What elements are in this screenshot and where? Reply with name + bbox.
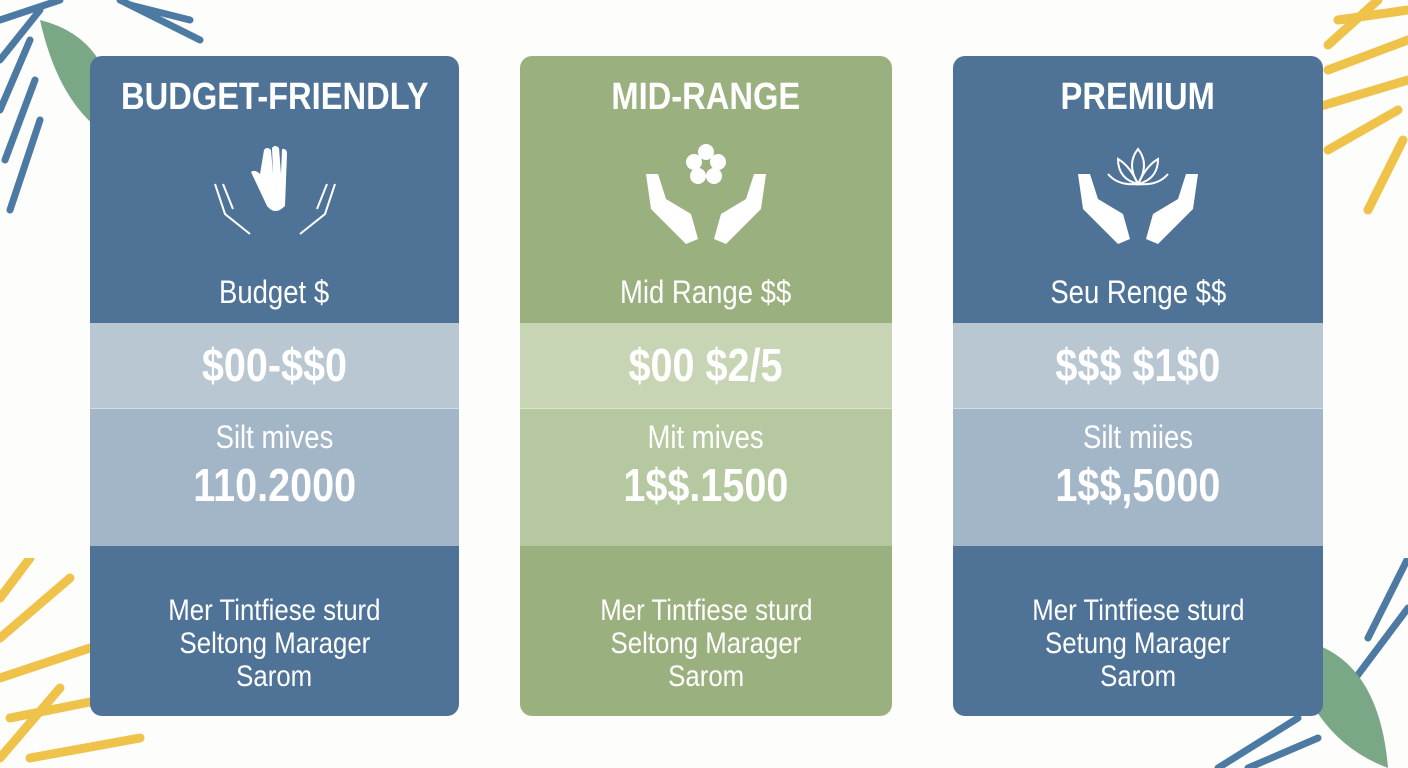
card-subtitle: Seu Renge $$ — [1050, 274, 1226, 310]
price-band: $00 $2/5 — [520, 323, 892, 408]
price-band: $00-$$0 — [90, 323, 459, 408]
card-description: Mer Tintfiese sturd Seltong Marager Saro… — [168, 594, 381, 693]
info-band: Silt miies 1$$,5000 — [953, 408, 1323, 546]
info-band: Mit mives 1$$.1500 — [520, 408, 892, 546]
card-title: PREMIUM — [1060, 76, 1216, 118]
pricing-card-mid-range: MID-RANGE Mid Range $$ $00 $2/5 Mit mive… — [520, 56, 892, 716]
open-hand-icon — [213, 146, 336, 235]
card-title: MID-RANGE — [611, 76, 801, 118]
flower-hands-icon — [646, 144, 766, 244]
leaf-decoration-top-right — [1303, 0, 1408, 215]
pricing-card-premium: PREMIUM Seu Renge $$ $$$ $1$0 Silt miies… — [953, 56, 1323, 716]
leaf-decoration-bottom-left — [0, 558, 145, 763]
card-title: BUDGET-FRIENDLY — [120, 76, 429, 118]
card-description: Mer Tintfiese sturd Seltong Marager Saro… — [599, 594, 813, 693]
lotus-hands-icon — [1078, 147, 1198, 244]
price-band: $$$ $1$0 — [953, 323, 1323, 408]
card-subtitle: Mid Range $$ — [620, 274, 792, 310]
info-band: Silt mives 110.2000 — [90, 408, 459, 546]
pricing-card-budget: BUDGET-FRIENDLY Budget $ $00-$$0 Silt mi… — [90, 56, 459, 716]
card-subtitle: Budget $ — [219, 274, 330, 310]
card-description: Mer Tintfiese sturd Setung Marager Sarom — [1031, 594, 1245, 693]
